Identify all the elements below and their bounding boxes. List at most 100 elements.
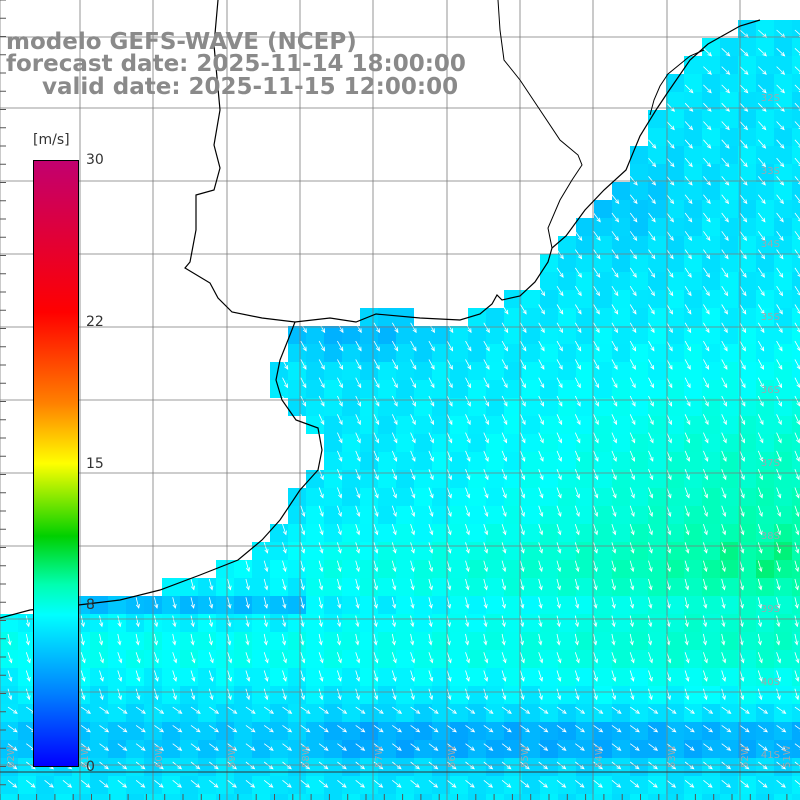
wind-speed-cell — [576, 776, 594, 794]
wind-speed-cell — [666, 794, 684, 800]
wind-speed-cell — [216, 776, 234, 794]
wind-arrow — [190, 633, 195, 646]
wind-speed-cell — [666, 164, 684, 182]
wind-arrow — [355, 322, 362, 334]
wind-arrow — [520, 779, 530, 788]
wind-speed-cell — [162, 686, 180, 704]
wind-speed-cell — [360, 470, 378, 488]
wind-arrow — [703, 377, 709, 389]
wind-speed-cell — [612, 524, 630, 542]
wind-speed-cell — [396, 380, 414, 398]
wind-speed-cell — [540, 722, 558, 740]
wind-arrow — [520, 560, 525, 573]
wind-arrow — [648, 285, 655, 297]
wind-speed-cell — [720, 272, 738, 290]
wind-speed-cell — [270, 524, 288, 542]
wind-arrow — [776, 743, 787, 751]
wind-arrow — [703, 414, 709, 426]
wind-speed-cell — [450, 398, 468, 416]
wind-speed-cell — [522, 506, 540, 524]
wind-arrow — [648, 578, 653, 591]
wind-speed-cell — [360, 416, 378, 434]
wind-speed-cell — [432, 452, 450, 470]
wind-speed-cell — [684, 578, 702, 596]
wind-speed-cell — [720, 326, 738, 344]
wind-speed-cell — [396, 506, 414, 524]
wind-arrow — [629, 725, 640, 733]
wind-arrow — [703, 139, 712, 149]
wind-arrow — [154, 706, 165, 714]
wind-arrow — [757, 615, 763, 628]
wind-arrow — [702, 633, 708, 646]
wind-arrow — [757, 670, 763, 682]
wind-speed-cell — [594, 740, 612, 758]
lon-label: 57W — [374, 745, 385, 768]
wind-arrow — [98, 633, 104, 646]
wind-arrow — [520, 505, 525, 518]
wind-speed-cell — [576, 290, 594, 308]
wind-arrow — [684, 359, 691, 370]
wind-speed-cell — [576, 470, 594, 488]
wind-speed-cell — [360, 344, 378, 362]
wind-arrow — [758, 48, 768, 57]
wind-speed-cell — [702, 686, 720, 704]
coastline — [0, 0, 761, 619]
wind-speed-cell — [540, 776, 558, 794]
wind-speed-cell — [630, 398, 648, 416]
wind-arrow — [574, 395, 581, 407]
wind-arrow — [739, 505, 745, 518]
wind-arrow — [300, 395, 307, 407]
wind-speed-cell — [378, 776, 396, 794]
wind-arrow — [355, 340, 362, 352]
wind-speed-cell — [612, 686, 630, 704]
wind-arrow — [703, 432, 709, 444]
wind-speed-cell — [792, 758, 800, 776]
wind-speed-cell — [594, 290, 612, 308]
wind-arrow — [721, 652, 727, 664]
wind-arrow — [611, 688, 617, 701]
wind-arrow — [410, 578, 415, 591]
wind-speed-cell — [720, 308, 738, 326]
wind-speed-cell — [684, 488, 702, 506]
wind-speed-cell — [126, 722, 144, 740]
lon-label: 55W — [520, 745, 531, 768]
wind-speed-cell — [648, 110, 666, 128]
wind-speed-cell — [108, 704, 126, 722]
wind-speed-cell — [450, 668, 468, 686]
wind-speed-cell — [558, 740, 576, 758]
wind-speed-cell — [486, 614, 504, 632]
wind-arrow — [465, 340, 472, 352]
wind-arrow — [465, 652, 470, 664]
wind-arrow — [574, 523, 580, 536]
wind-arrow — [373, 706, 384, 714]
wind-arrow — [373, 395, 380, 407]
wind-speed-cell — [684, 128, 702, 146]
wind-arrow — [611, 779, 622, 788]
wind-speed-cell — [684, 596, 702, 614]
wind-arrow — [391, 450, 398, 462]
wind-arrow — [501, 359, 508, 370]
wind-speed-cell — [666, 110, 684, 128]
wind-arrow — [483, 450, 489, 462]
wind-speed-cell — [612, 506, 630, 524]
wind-arrow — [446, 377, 453, 389]
wind-arrow — [739, 597, 744, 609]
wind-arrow — [465, 706, 476, 714]
wind-speed-cell — [702, 452, 720, 470]
wind-speed-cell — [414, 722, 432, 740]
wind-speed-cell — [738, 398, 756, 416]
wind-speed-cell — [414, 668, 432, 686]
wind-speed-cell — [612, 650, 630, 668]
wind-speed-cell — [396, 578, 414, 596]
wind-arrow — [300, 706, 311, 714]
wind-arrow — [648, 670, 653, 682]
wind-speed-cell — [594, 200, 612, 218]
wind-speed-cell — [594, 542, 612, 560]
wind-speed-cell — [414, 794, 432, 800]
wind-speed-cell — [324, 794, 342, 800]
wind-speed-cell — [522, 524, 540, 542]
wind-arrow — [776, 615, 781, 628]
wind-arrow — [501, 706, 512, 714]
wind-speed-cell — [504, 722, 522, 740]
wind-speed-cell — [774, 506, 792, 524]
